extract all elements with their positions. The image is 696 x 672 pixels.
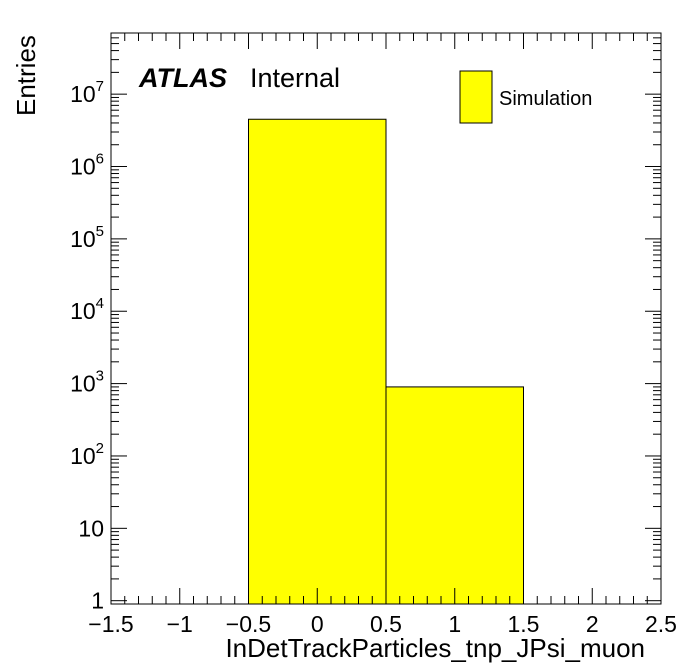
histogram-bar	[385, 386, 524, 605]
internal-label: Internal	[250, 63, 340, 93]
y-tick-label: 1	[91, 588, 104, 614]
y-tick-label: 105	[70, 223, 104, 252]
plot-frame	[110, 32, 662, 605]
x-tick-label: 1	[448, 611, 461, 637]
legend-label-simulation: Simulation	[499, 88, 592, 110]
x-tick-label: 0	[311, 611, 324, 637]
y-tick-label: 107	[70, 78, 104, 107]
x-tick-label: 1.5	[508, 611, 540, 637]
y-tick-label: 103	[70, 368, 104, 397]
y-tick-label: 102	[70, 440, 104, 469]
legend: Simulation	[459, 70, 592, 124]
y-tick-labels: 1 10 102 103 104 105 106 107	[70, 78, 104, 614]
atlas-label: ATLAS	[138, 63, 227, 93]
x-tick-label: −1.5	[88, 611, 133, 637]
x-tick-label: 2	[586, 611, 599, 637]
legend-swatch-simulation	[459, 70, 493, 124]
x-axis-title: InDetTrackParticles_tnp_JPsi_muon	[225, 633, 645, 663]
y-tick-label: 106	[70, 151, 104, 180]
x-tick-label: −0.5	[226, 611, 271, 637]
x-tick-labels: −1.5 −1 −0.5 0 0.5 1 1.5 2 2.5	[88, 611, 677, 637]
histogram-bars	[248, 118, 524, 605]
histogram-bar	[248, 118, 387, 605]
x-tick-label: 2.5	[645, 611, 677, 637]
y-axis-title: Entries	[11, 35, 41, 116]
y-tick-label: 104	[70, 295, 104, 324]
y-tick-label: 10	[78, 515, 104, 541]
x-tick-label: −1	[167, 611, 193, 637]
x-tick-label: 0.5	[370, 611, 402, 637]
